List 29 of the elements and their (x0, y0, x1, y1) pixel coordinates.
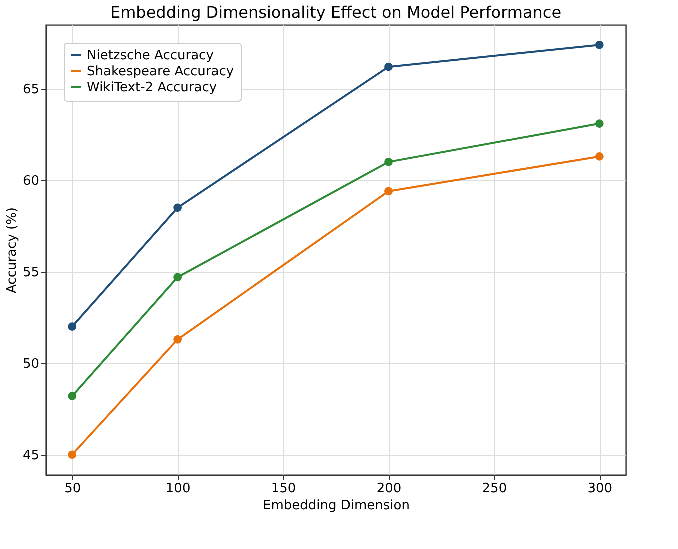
point (68, 450, 77, 460)
x-tick-label: 150 (271, 482, 296, 496)
x-tick-label: 100 (166, 482, 191, 496)
point (174, 273, 182, 282)
y-tick-label: 65 (22, 82, 40, 98)
point (595, 152, 604, 161)
x-tick-label: 250 (482, 482, 508, 496)
point (595, 120, 604, 128)
chart-title: Embedding Dimensionality Effect on Model Performance (110, 3, 562, 22)
point (174, 335, 182, 344)
y-tick-label: 45 (22, 448, 40, 464)
y-tick-label: 60 (22, 174, 40, 189)
point (68, 322, 77, 332)
x-tick-label: 50 (64, 482, 82, 496)
y-tick-label: 50 (22, 356, 40, 372)
point (384, 62, 393, 72)
x-tick-label: 200 (376, 482, 402, 496)
legend-label: Nietzsche Accuracy (87, 48, 214, 64)
point (384, 187, 393, 196)
point (384, 158, 393, 166)
point (174, 204, 182, 212)
y-tick-label: 55 (22, 265, 40, 280)
x-axis-title: Embedding Dimension (263, 498, 410, 514)
legend-label: WikiText-2 Accuracy (87, 80, 218, 96)
point (68, 392, 77, 401)
legend-label: Shakespeare Accuracy (87, 64, 234, 80)
point (595, 40, 604, 50)
y-axis-title: Accuracy (%) (4, 208, 20, 294)
x-tick-label: 300 (588, 482, 613, 496)
